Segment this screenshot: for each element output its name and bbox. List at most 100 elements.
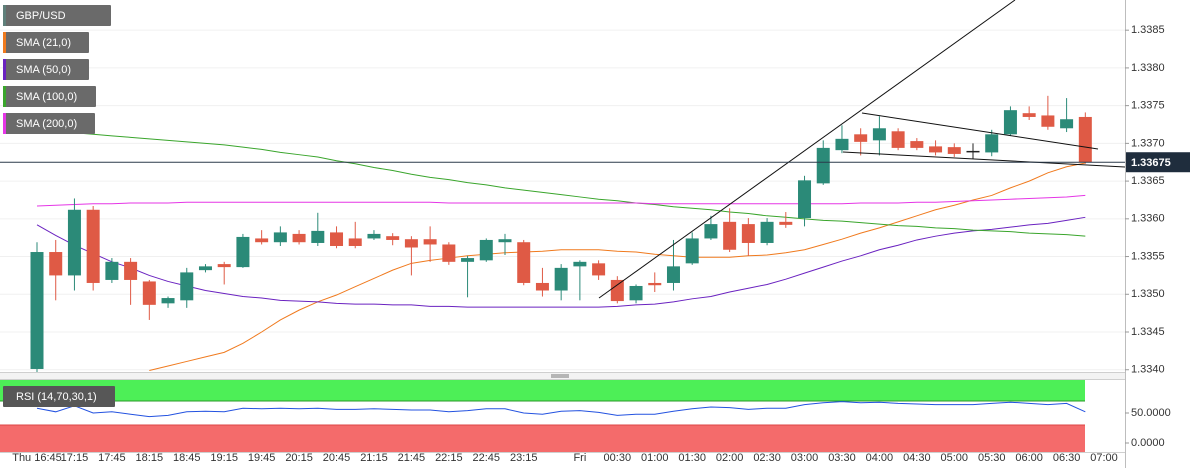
legend: GBP/USD SMA (21,0) SMA (50,0) SMA (100,0) SM… <box>3 5 115 407</box>
candle-body <box>367 233 381 239</box>
legend-label: RSI (14,70,30,1) <box>16 391 97 403</box>
candle-body <box>966 150 980 153</box>
x-tick-label: 19:15 <box>210 452 238 464</box>
trendline <box>842 151 1125 168</box>
legend-box[interactable] <box>3 86 96 107</box>
last-price-label: 1.33675 <box>1131 157 1171 169</box>
candle-body <box>161 298 175 304</box>
candle-body <box>798 180 812 219</box>
overbought-band <box>0 380 1085 401</box>
candle-body <box>442 244 456 262</box>
legend-box[interactable] <box>3 5 111 26</box>
candle-body <box>816 147 830 184</box>
last-price-tag <box>1126 152 1190 173</box>
x-tick-label: 18:15 <box>136 452 164 464</box>
candle-body <box>573 261 587 267</box>
candle-body <box>198 266 212 271</box>
legend-label: SMA (200,0) <box>16 118 77 130</box>
rsi-tick-label: 50.0000 <box>1131 407 1171 419</box>
candle-body <box>1041 115 1055 127</box>
panel-separator <box>0 372 1125 380</box>
x-tick-label: 06:30 <box>1053 452 1081 464</box>
sma-line <box>36 194 1086 207</box>
candle-body <box>423 239 437 245</box>
candle-body <box>86 209 100 283</box>
y-tick-label: 1.3340 <box>1131 364 1165 376</box>
rsi-panel <box>0 380 1086 452</box>
x-tick-label: 03:00 <box>791 452 819 464</box>
candle-body <box>1078 116 1092 163</box>
candle-body <box>348 238 362 246</box>
x-tick-label: 01:30 <box>678 452 706 464</box>
y-tick-label: 1.3355 <box>1131 250 1165 262</box>
x-tick-label: 23:15 <box>510 452 538 464</box>
x-tick-label: 00:30 <box>604 452 632 464</box>
candle-body <box>648 282 662 286</box>
legend-label: GBP/USD <box>16 10 66 22</box>
trendlines <box>598 0 1125 299</box>
legend-swatch <box>3 86 6 107</box>
candle-body <box>835 138 849 151</box>
x-tick-label: Fri <box>573 452 586 464</box>
legend-box[interactable] <box>3 386 115 407</box>
legend-label: SMA (100,0) <box>16 91 77 103</box>
candle-body <box>236 236 250 268</box>
y-tick-label: 1.3350 <box>1131 288 1165 300</box>
candle-body <box>685 238 699 264</box>
rsi-line <box>36 401 1086 418</box>
x-tick-label: 02:00 <box>716 452 744 464</box>
x-tick-label: 17:45 <box>98 452 126 464</box>
y-tick-label: 1.3370 <box>1131 137 1165 149</box>
candle-body <box>180 272 194 301</box>
y-tick-label: 1.3375 <box>1131 100 1165 112</box>
x-tick-label: 05:00 <box>941 452 969 464</box>
x-tick-label: 03:30 <box>828 452 856 464</box>
candle-body <box>854 134 868 142</box>
candle-body <box>273 232 287 243</box>
x-tick-label: 04:30 <box>903 452 931 464</box>
x-tick-label: 17:15 <box>61 452 89 464</box>
candle-body <box>1060 119 1074 129</box>
x-tick-label: 19:45 <box>248 452 276 464</box>
axes: 1.3340 1.3345 1.3350 1.3355 1.3360 1.3365 1.33… <box>12 24 1171 464</box>
x-tick-label: 06:00 <box>1015 452 1043 464</box>
candle-body <box>535 282 549 291</box>
candle-body <box>872 128 886 141</box>
sma-line <box>149 162 1086 371</box>
candle-body <box>610 279 624 302</box>
candle-body <box>891 131 905 148</box>
candle-body <box>142 281 156 305</box>
candle-body <box>947 147 961 154</box>
candle-body <box>929 146 943 153</box>
x-tick-label: 20:45 <box>323 452 351 464</box>
x-tick-label: 21:15 <box>360 452 388 464</box>
candle-body <box>330 232 344 246</box>
candle-body <box>479 239 493 261</box>
candle-body <box>779 221 793 225</box>
candle-body <box>760 221 774 243</box>
y-tick-label: 1.3385 <box>1131 24 1165 36</box>
legend-box[interactable] <box>3 59 89 80</box>
y-tick-label: 1.3365 <box>1131 175 1165 187</box>
candle-body <box>723 221 737 250</box>
legend-box[interactable] <box>3 113 95 134</box>
candle-body <box>517 242 531 283</box>
legend-label: SMA (50,0) <box>16 64 71 76</box>
sma-line <box>36 129 1086 237</box>
candle-body <box>386 236 400 240</box>
candle-body <box>105 261 119 280</box>
y-tick-label: 1.3360 <box>1131 213 1165 225</box>
candle-body <box>30 252 44 369</box>
legend-swatch <box>3 32 6 53</box>
candle-body <box>67 209 81 276</box>
candle-body <box>124 261 138 280</box>
candle-body <box>311 230 325 243</box>
trendline <box>598 0 1016 299</box>
x-tick-label: 04:00 <box>866 452 894 464</box>
legend-swatch <box>3 59 6 80</box>
candle-body <box>49 252 63 276</box>
candle-body <box>1003 110 1017 135</box>
y-tick-label: 1.3345 <box>1131 326 1165 338</box>
legend-box[interactable] <box>3 32 89 53</box>
